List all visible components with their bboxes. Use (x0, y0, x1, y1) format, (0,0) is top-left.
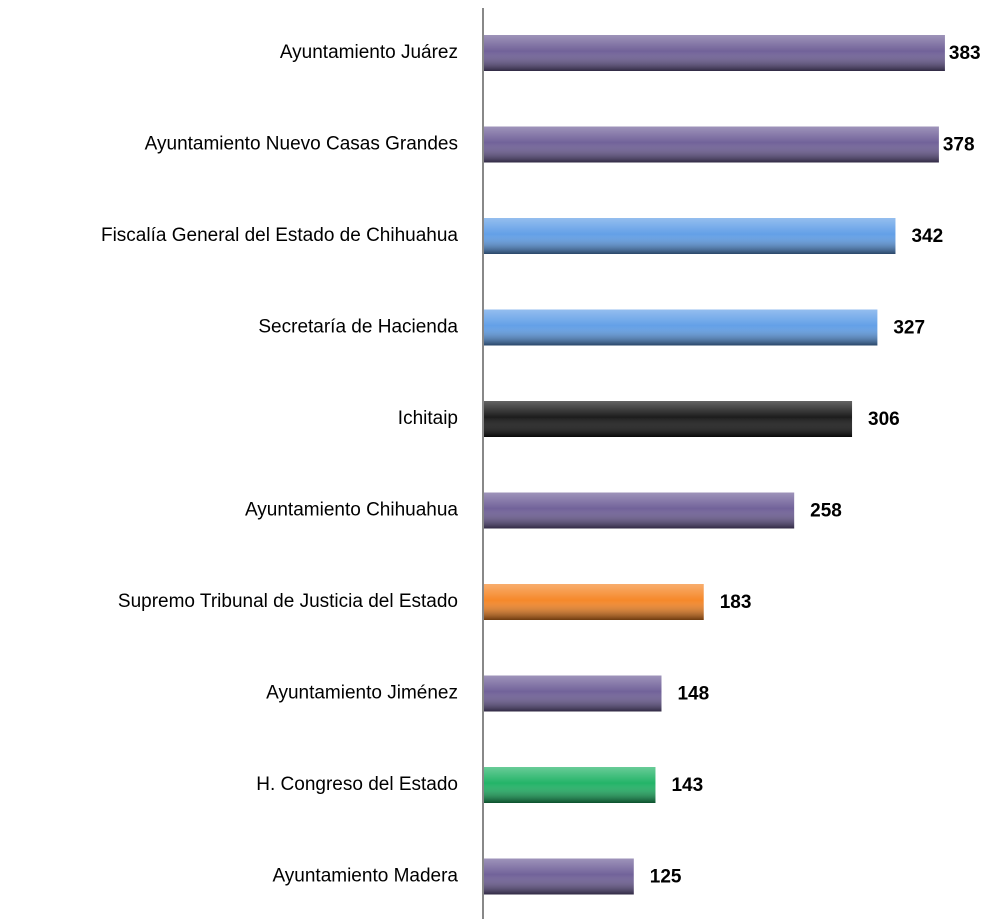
value-label: 143 (671, 775, 703, 796)
value-label: 342 (911, 226, 943, 247)
value-label: 148 (677, 684, 709, 705)
category-label: Ayuntamiento Nuevo Casas Grandes (145, 134, 458, 155)
bar-shine (483, 492, 795, 529)
bar-shine (483, 675, 662, 712)
value-label: 327 (893, 318, 925, 339)
value-label: 258 (810, 501, 842, 522)
bar-shine (483, 126, 939, 163)
bar-shine (483, 767, 656, 803)
bar-shine (483, 35, 945, 71)
value-label: 125 (650, 867, 682, 888)
category-label: Secretaría de Hacienda (258, 317, 458, 338)
category-label: Ichitaip (398, 408, 458, 429)
bar-shine (483, 584, 704, 620)
value-label: 378 (943, 135, 975, 156)
value-label: 306 (868, 409, 900, 430)
category-label: Ayuntamiento Madera (272, 866, 458, 887)
category-label: H. Congreso del Estado (256, 774, 458, 795)
bar-shine (483, 218, 896, 254)
category-label: Ayuntamiento Jiménez (266, 683, 458, 704)
bar-shine (483, 309, 878, 346)
bar-shine (483, 401, 853, 437)
category-label: Ayuntamiento Juárez (280, 42, 458, 63)
value-label: 383 (949, 43, 981, 64)
category-label: Ayuntamiento Chihuahua (245, 500, 458, 521)
value-label: 183 (720, 592, 752, 613)
category-label: Fiscalía General del Estado de Chihuahua (101, 225, 458, 246)
category-label: Supremo Tribunal de Justicia del Estado (118, 591, 458, 612)
bar-shine (483, 858, 634, 895)
